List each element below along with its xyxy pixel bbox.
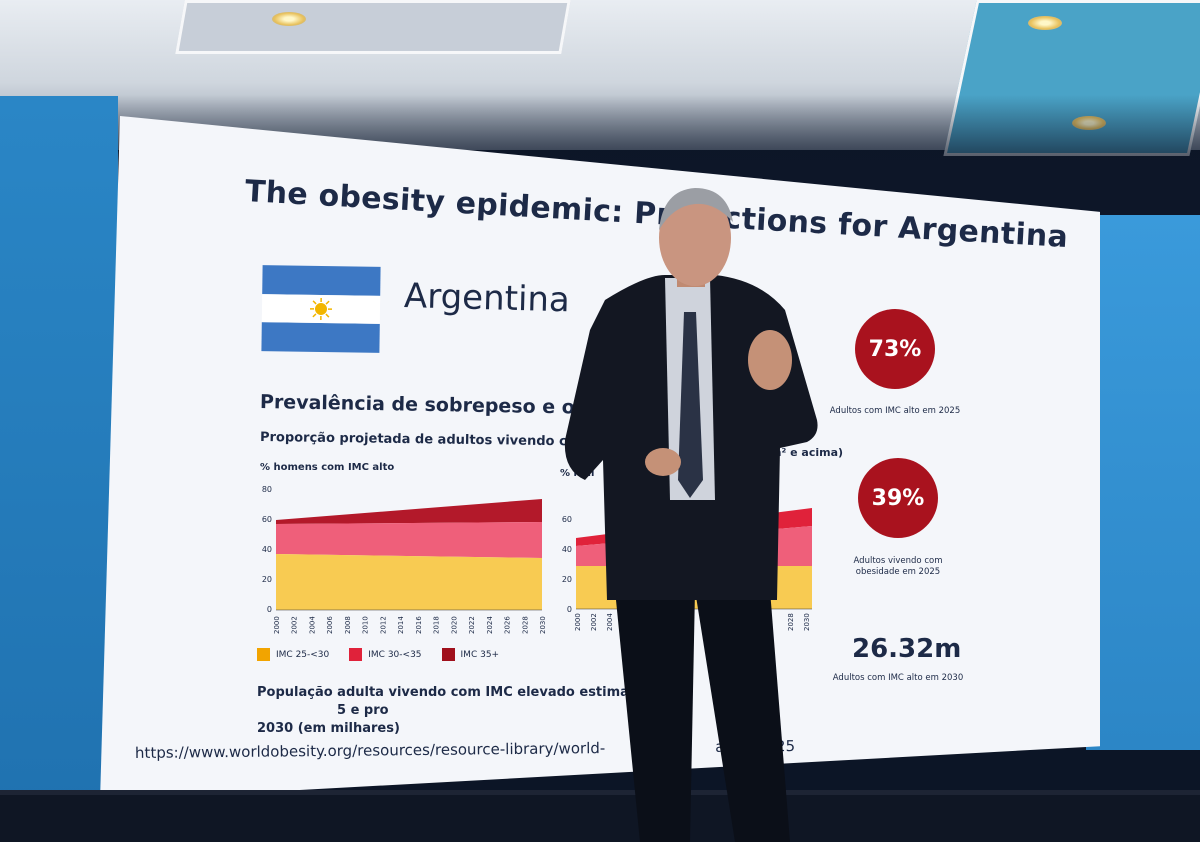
legend-swatch <box>349 648 363 661</box>
left-blue-wall <box>0 96 118 811</box>
legend-label: IMC 25-<30 <box>276 649 330 660</box>
y-tick-label: 20 <box>262 575 272 584</box>
argentina-flag <box>261 265 381 353</box>
stat-caption: Adultos com IMC alto em 2030 <box>832 673 964 683</box>
legend-swatch <box>441 648 455 661</box>
legend-item: IMC 25-<30 <box>257 648 329 661</box>
x-tick-label: 2000 <box>273 616 281 634</box>
area-bmi-35plus <box>276 499 542 524</box>
y-tick-label: 60 <box>562 515 572 524</box>
sun-icon <box>309 297 333 320</box>
legend-item: IMC 30-<35 <box>349 648 422 661</box>
speaker <box>564 188 818 842</box>
stat-caption-line2: obesidade em 2025 <box>855 567 941 577</box>
legend-label: IMC 30-<35 <box>368 649 422 660</box>
chart-section-subtitle-end: m² e acima) <box>770 446 844 459</box>
x-tick-label: 2002 <box>291 616 299 634</box>
men-area-chart: 0 20 40 60 80 2000 2002 2004 2006 2008 2010 20… <box>262 485 547 634</box>
stage-edge <box>0 790 1200 796</box>
speaker-hair <box>659 188 733 230</box>
source-url-start: https://www.worldobesity.org/resources/r… <box>134 739 606 762</box>
x-tick-label: 2030 <box>803 613 811 631</box>
x-tick-label: 2004 <box>606 613 614 631</box>
x-tick-label: 2006 <box>326 616 334 634</box>
y-tick-label: 40 <box>562 545 572 554</box>
speaker-raised-hand <box>748 330 792 390</box>
x-tick-label: 2022 <box>468 616 476 634</box>
x-tick-label: 2030 <box>539 616 547 634</box>
stat-caption-line1: Adultos vivendo com <box>853 556 943 566</box>
population-note: População adulta vivendo com IMC elevado… <box>257 684 727 738</box>
population-note-line1-end: 5 e pro <box>337 703 389 718</box>
speaker-legs <box>615 590 695 842</box>
ceiling-panel <box>175 0 571 54</box>
chart-legend: IMC 25-<30 IMC 30-<35 IMC 35+ <box>257 648 499 661</box>
area-bmi-30-35 <box>276 522 542 558</box>
stat-circle-39: 39% <box>858 458 938 538</box>
legend-item: IMC 35+ <box>441 648 500 661</box>
women-y-axis: 0 20 40 60 <box>562 515 572 614</box>
area-bmi-25-30 <box>276 554 542 610</box>
right-blue-wall <box>1086 215 1200 750</box>
x-tick-label: 2012 <box>379 616 387 634</box>
y-tick-label: 80 <box>262 485 272 494</box>
population-note-line1: População adulta vivendo com IMC elevado… <box>257 685 675 700</box>
x-tick-label: 2020 <box>450 616 458 634</box>
x-tick-label: 2016 <box>415 616 423 634</box>
stat-value: 73% <box>868 336 922 362</box>
speaker-legs <box>695 590 790 842</box>
population-note-line2: 2030 (em milhares) <box>257 721 400 736</box>
y-tick-label: 20 <box>562 575 572 584</box>
x-tick-label: 2004 <box>308 616 316 634</box>
speaker-lower-hand <box>645 448 681 476</box>
stat-circle-73: 73% <box>855 309 935 389</box>
x-tick-label: 2002 <box>590 613 598 631</box>
stat-caption: Adultos vivendo com obesidade em 2025 <box>828 556 968 578</box>
stat-caption: Adultos com IMC alto em 2025 <box>829 406 961 416</box>
ceiling-light <box>1028 16 1062 30</box>
x-tick-label: 2014 <box>397 616 405 634</box>
x-tick-label: 2026 <box>504 616 512 634</box>
y-tick-label: 60 <box>262 515 272 524</box>
legend-label: IMC 35+ <box>460 649 500 660</box>
women-x-axis: 2000 2002 2004 2028 2030 <box>574 613 811 631</box>
x-tick-label: 2028 <box>787 613 795 631</box>
y-tick-label: 0 <box>267 605 272 614</box>
speaker-head <box>659 190 731 286</box>
y-tick-label: 40 <box>262 545 272 554</box>
speaker-tie <box>678 312 703 498</box>
x-tick-label: 2000 <box>574 613 582 631</box>
men-panel-label: % homens com IMC alto <box>260 462 395 473</box>
x-tick-label: 2010 <box>362 616 370 634</box>
stat-big-number: 26.32m <box>852 634 962 664</box>
stat-value: 39% <box>871 485 925 511</box>
x-tick-label: 2028 <box>521 616 529 634</box>
ceiling-light <box>272 12 306 26</box>
men-y-axis: 0 20 40 60 80 <box>262 485 272 614</box>
x-tick-label: 2024 <box>486 616 494 634</box>
x-tick-label: 2018 <box>433 616 441 634</box>
x-tick-label: 2008 <box>344 616 352 634</box>
men-x-axis: 2000 2002 2004 2006 2008 2010 2012 2014 2016 2018… <box>273 616 547 634</box>
y-tick-label: 0 <box>567 605 572 614</box>
legend-swatch <box>257 648 270 661</box>
stage-floor <box>0 795 1200 842</box>
